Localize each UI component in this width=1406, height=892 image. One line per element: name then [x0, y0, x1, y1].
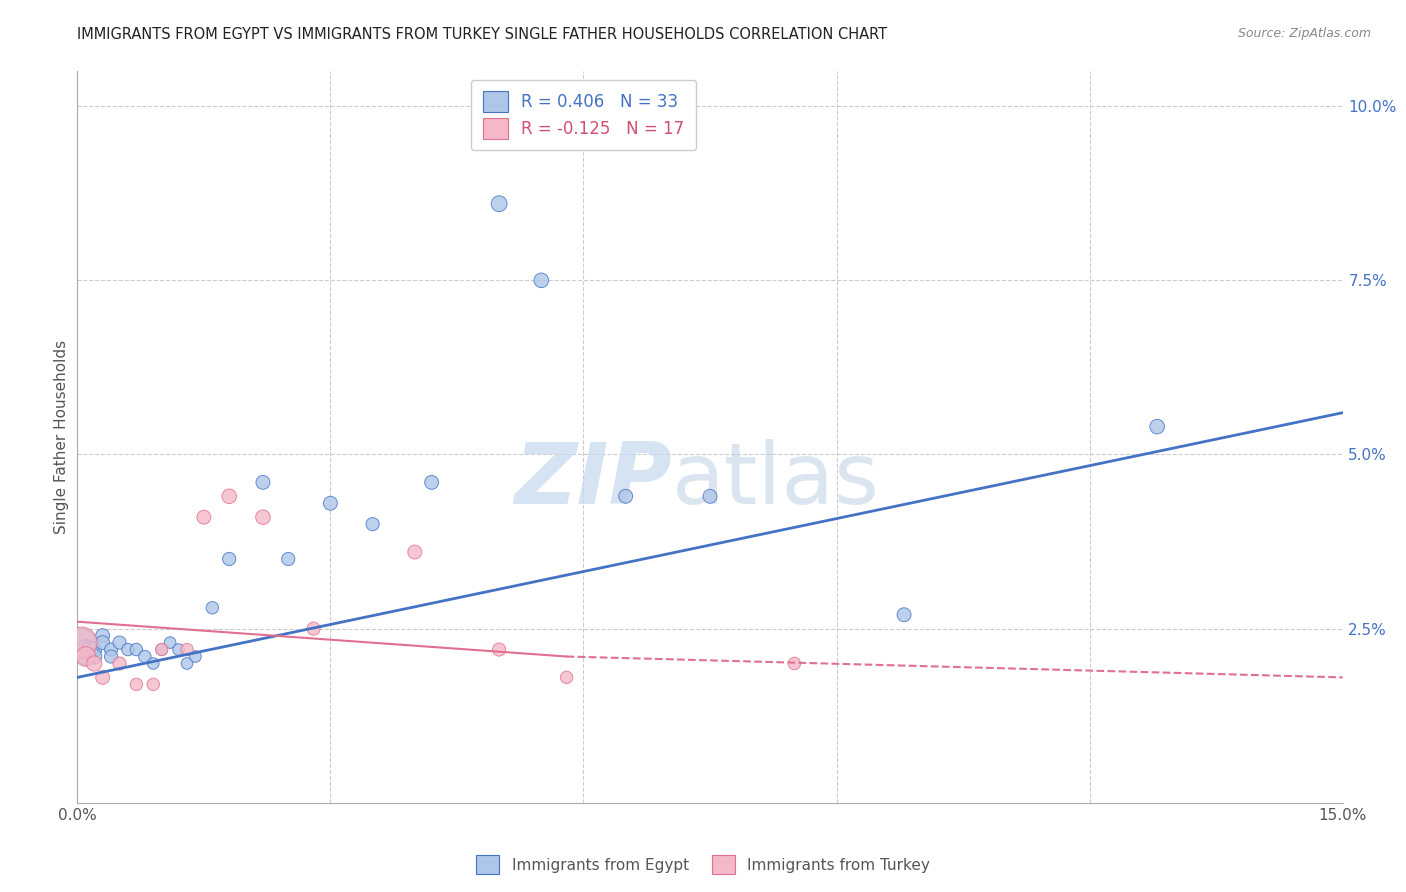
Point — [218, 489, 240, 503]
Point — [100, 642, 122, 657]
Point — [167, 642, 190, 657]
Legend: R = 0.406   N = 33, R = -0.125   N = 17: R = 0.406 N = 33, R = -0.125 N = 17 — [471, 79, 696, 151]
Point — [83, 649, 105, 664]
Point — [193, 510, 215, 524]
Point — [91, 635, 114, 649]
Point — [530, 273, 553, 287]
Point — [150, 642, 173, 657]
Text: Source: ZipAtlas.com: Source: ZipAtlas.com — [1237, 27, 1371, 40]
Point — [420, 475, 443, 490]
Point — [614, 489, 637, 503]
Point — [125, 642, 148, 657]
Point — [699, 489, 721, 503]
Legend: Immigrants from Egypt, Immigrants from Turkey: Immigrants from Egypt, Immigrants from T… — [470, 849, 936, 880]
Point — [555, 670, 578, 684]
Point — [893, 607, 915, 622]
Point — [176, 657, 198, 671]
Point — [1146, 419, 1168, 434]
Point — [302, 622, 325, 636]
Point — [75, 642, 97, 657]
Point — [319, 496, 342, 510]
Point — [783, 657, 806, 671]
Point — [184, 649, 207, 664]
Point — [176, 642, 198, 657]
Point — [134, 649, 156, 664]
Point — [125, 677, 148, 691]
Point — [142, 657, 165, 671]
Point — [150, 642, 173, 657]
Point — [91, 670, 114, 684]
Y-axis label: Single Father Households: Single Father Households — [53, 340, 69, 534]
Point — [252, 510, 274, 524]
Point — [488, 642, 510, 657]
Point — [404, 545, 426, 559]
Point — [361, 517, 384, 532]
Point — [83, 642, 105, 657]
Text: IMMIGRANTS FROM EGYPT VS IMMIGRANTS FROM TURKEY SINGLE FATHER HOUSEHOLDS CORRELA: IMMIGRANTS FROM EGYPT VS IMMIGRANTS FROM… — [77, 27, 887, 42]
Point — [201, 600, 224, 615]
Point — [70, 635, 93, 649]
Point — [91, 629, 114, 643]
Point — [75, 649, 97, 664]
Point — [252, 475, 274, 490]
Point — [142, 677, 165, 691]
Point — [159, 635, 181, 649]
Point — [117, 642, 139, 657]
Point — [75, 649, 97, 664]
Point — [488, 196, 510, 211]
Point — [100, 649, 122, 664]
Point — [108, 635, 131, 649]
Point — [277, 552, 299, 566]
Text: ZIP: ZIP — [515, 440, 672, 523]
Point — [218, 552, 240, 566]
Text: atlas: atlas — [672, 440, 880, 523]
Point — [83, 657, 105, 671]
Point — [79, 642, 101, 657]
Point — [70, 635, 93, 649]
Point — [108, 657, 131, 671]
